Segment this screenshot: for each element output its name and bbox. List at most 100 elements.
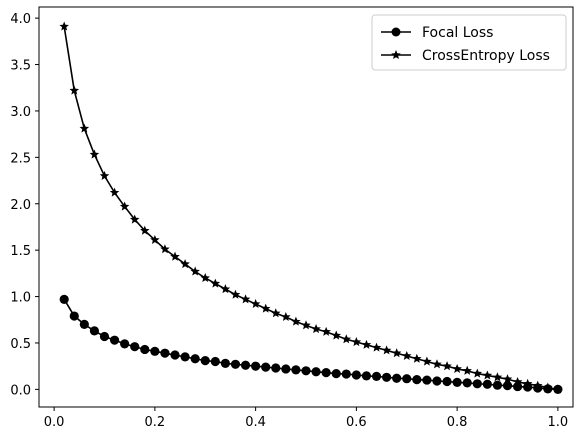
data-point-star (260, 303, 271, 313)
data-point-circle (311, 367, 321, 377)
data-point-star (89, 149, 100, 159)
data-point-circle (502, 381, 513, 391)
data-point-circle (301, 366, 311, 376)
y-tick-label: 4.0 (10, 12, 31, 27)
legend: Focal Loss CrossEntropy Loss (371, 14, 567, 71)
data-point-circle (462, 378, 472, 388)
x-tick-label: 0.0 (44, 415, 65, 430)
data-point-star (543, 382, 553, 392)
data-point-star (271, 308, 281, 318)
data-point-star (291, 316, 301, 326)
data-point-circle (422, 375, 432, 385)
data-point-star (472, 368, 483, 378)
x-axis: 0.0 0.2 0.4 0.6 0.8 1.0 (44, 407, 568, 430)
data-point-circle (79, 319, 89, 330)
x-tick-label: 0.6 (346, 415, 367, 430)
data-point-star (402, 350, 412, 360)
data-point-circle (442, 376, 452, 387)
data-point-circle (251, 361, 261, 371)
data-point-star (321, 326, 331, 336)
data-point-circle (492, 380, 503, 390)
x-tick-label: 0.4 (245, 415, 266, 430)
data-point-circle (452, 377, 462, 388)
data-point-star (140, 225, 150, 235)
data-point-star (230, 289, 241, 299)
data-point-circle (281, 364, 291, 374)
data-point-circle (89, 326, 100, 336)
legend-marker-circle (391, 27, 401, 37)
data-point-circle (99, 331, 110, 342)
y-tick-label: 0.0 (10, 383, 31, 398)
y-tick-label: 0.5 (10, 337, 31, 352)
data-point-circle (220, 358, 230, 368)
x-tick-label: 0.8 (447, 415, 468, 430)
data-point-star (79, 123, 90, 133)
data-point-circle (412, 375, 422, 385)
data-point-star (351, 337, 362, 347)
data-point-star (331, 330, 341, 340)
data-point-circle (230, 359, 241, 369)
data-point-circle (341, 369, 351, 379)
y-tick-label: 2.0 (10, 198, 31, 213)
data-point-circle (482, 379, 492, 389)
data-point-star (391, 348, 402, 358)
data-point-star (432, 359, 442, 369)
data-point-star (553, 384, 563, 394)
data-point-star (200, 273, 210, 283)
data-point-circle (109, 335, 120, 345)
y-tick-label: 3.5 (10, 59, 31, 74)
data-point-circle (210, 356, 220, 367)
data-point-circle (351, 370, 361, 380)
data-point-star (210, 278, 221, 288)
data-point-star (119, 201, 130, 211)
data-point-circle (59, 294, 69, 304)
data-point-star (129, 214, 140, 224)
data-point-circle (69, 311, 79, 321)
data-point-star (170, 251, 180, 261)
data-point-circle (472, 379, 482, 389)
data-point-star (442, 361, 452, 371)
data-point-star (311, 324, 321, 334)
data-point-star (301, 320, 311, 330)
x-tick-label: 1.0 (548, 415, 569, 430)
data-point-star (532, 380, 543, 390)
data-point-star (482, 370, 493, 380)
data-point-star (180, 259, 190, 269)
data-point-star (150, 234, 160, 244)
data-point-star (190, 266, 200, 276)
data-point-star (492, 372, 503, 382)
data-point-circle (140, 344, 150, 355)
data-point-circle (331, 368, 341, 379)
data-point-circle (382, 372, 392, 382)
data-point-star (452, 363, 462, 373)
data-point-circle (240, 360, 251, 370)
data-point-star (502, 374, 513, 384)
x-tick-label: 0.2 (145, 415, 166, 430)
data-point-circle (371, 371, 382, 381)
y-axis: 0.0 0.5 1.0 1.5 2.0 2.5 3.0 3.5 4.0 (10, 12, 39, 398)
legend-label-focal: Focal Loss (422, 25, 493, 41)
data-point-star (220, 284, 231, 294)
data-point-circle (432, 376, 442, 386)
data-point-star (160, 244, 170, 254)
data-point-circle (271, 363, 281, 373)
data-point-star (381, 345, 392, 355)
data-point-star (462, 365, 472, 375)
data-point-star (341, 334, 352, 344)
data-point-circle (170, 350, 180, 360)
data-point-circle (200, 355, 210, 366)
data-point-star (59, 21, 69, 31)
data-point-star (250, 298, 261, 309)
data-point-circle (392, 373, 402, 383)
y-tick-label: 1.5 (10, 244, 31, 259)
y-tick-label: 1.0 (10, 291, 31, 306)
data-point-circle (180, 352, 190, 362)
y-tick-label: 2.5 (10, 151, 31, 166)
series-crossentropy-loss (59, 21, 563, 394)
data-point-circle (261, 362, 271, 372)
data-point-star (99, 170, 110, 180)
data-point-star (422, 356, 432, 366)
data-point-star (69, 85, 80, 95)
